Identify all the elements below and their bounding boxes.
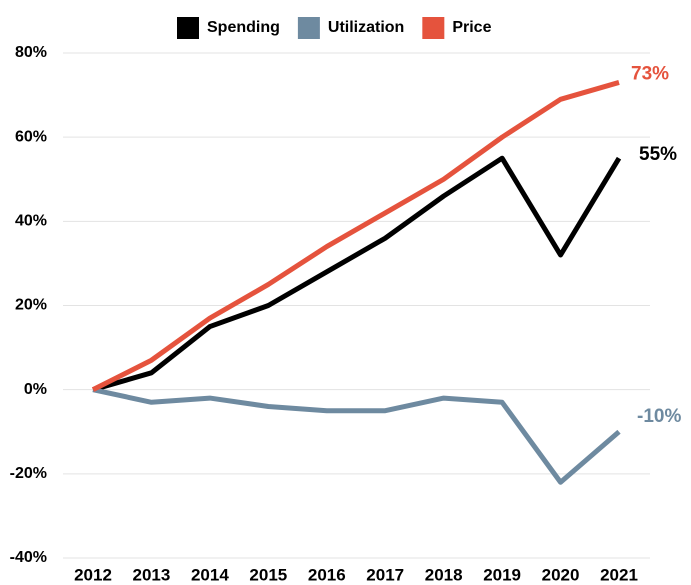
- series-line: [91, 80, 620, 392]
- x-tick-label: 2017: [366, 565, 404, 584]
- y-tick-label: 80%: [15, 44, 47, 61]
- legend-swatch: [177, 17, 199, 39]
- legend-label: Utilization: [328, 19, 404, 36]
- x-tick-label: 2013: [133, 565, 171, 584]
- x-tick-label: 2019: [483, 565, 521, 584]
- value-label: 73%: [631, 63, 669, 84]
- y-tick-label: 20%: [15, 297, 47, 314]
- y-tick-label: 60%: [15, 128, 47, 145]
- x-tick-label: 2012: [74, 565, 112, 584]
- legend-label: Price: [452, 19, 491, 36]
- legend-swatch: [297, 17, 320, 39]
- legend-swatch: [422, 17, 445, 39]
- x-tick-label: 2021: [600, 565, 638, 584]
- x-tick-label: 2015: [249, 565, 287, 584]
- series-line: [92, 387, 621, 485]
- x-tick-label: 2020: [542, 565, 580, 584]
- y-tick-label: -20%: [10, 465, 47, 482]
- y-tick-label: -40%: [10, 549, 47, 566]
- series-line: [92, 155, 622, 393]
- value-label: -10%: [637, 406, 681, 427]
- y-tick-label: 0%: [24, 381, 47, 398]
- legend-label: Spending: [207, 19, 280, 36]
- x-tick-label: 2014: [191, 565, 229, 584]
- y-tick-label: 40%: [15, 213, 47, 230]
- value-label: 55%: [639, 144, 677, 165]
- x-tick-label: 2018: [425, 565, 463, 584]
- x-tick-label: 2016: [308, 565, 346, 584]
